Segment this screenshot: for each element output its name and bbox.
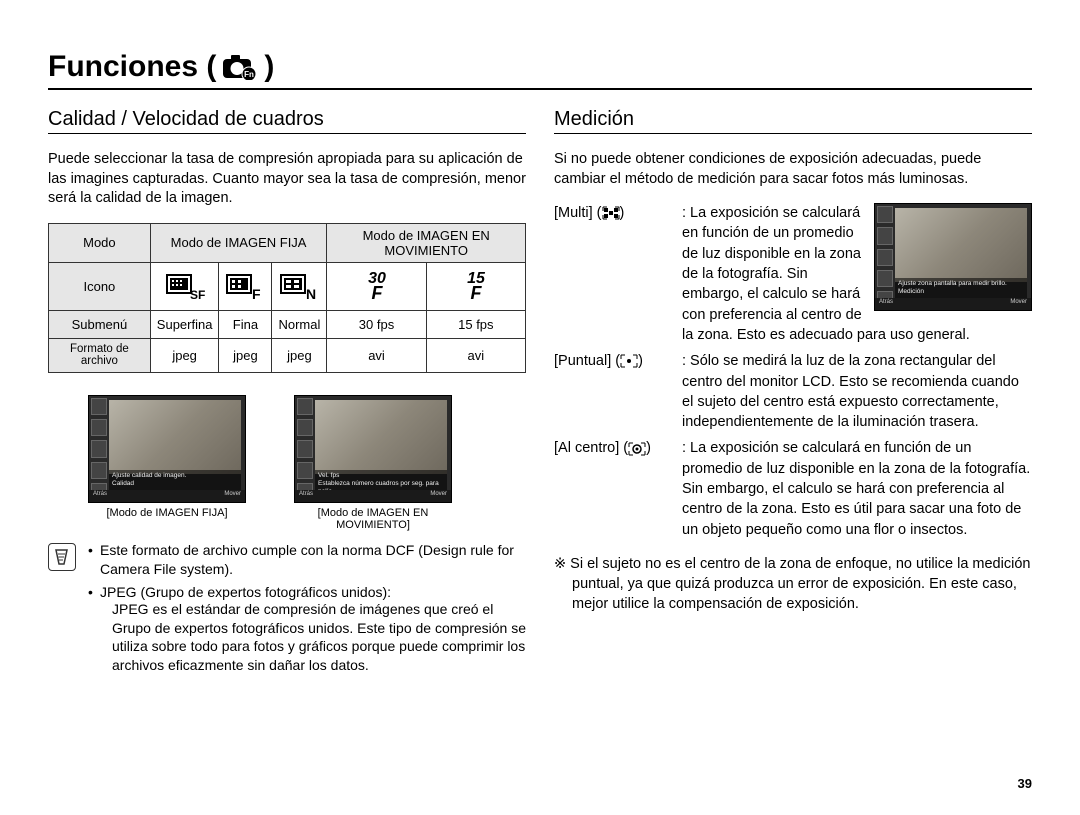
right-divider xyxy=(554,133,1032,134)
metering-thumb: Ajuste zona pantalla para medir brillo. … xyxy=(874,203,1032,311)
multi-label: [Multi] xyxy=(554,203,593,223)
right-subtitle: Medición xyxy=(554,108,1032,131)
spot-label: [Puntual] xyxy=(554,351,611,371)
multi-desc1: : La exposición se calculará en función … xyxy=(682,203,864,325)
thumb2-caption: [Modo de IMAGEN EN MOVIMIENTO] xyxy=(294,507,452,531)
cell-normal: Normal xyxy=(272,310,327,338)
icon-15fps: 15F xyxy=(426,262,525,310)
title-text: Funciones ( xyxy=(48,50,216,84)
thumb-movie: Vel. fps Establezca número cuadros por s… xyxy=(294,395,452,531)
cell-ff-0: jpeg xyxy=(150,338,219,372)
thumb1-hint2: Calidad xyxy=(112,480,238,488)
thumb1-move: Mover xyxy=(224,491,241,501)
multi-metering-icon: () xyxy=(597,203,625,223)
left-subtitle: Calidad / Velocidad de cuadros xyxy=(48,108,526,131)
title-divider xyxy=(48,88,1032,90)
cell-15fps: 15 fps xyxy=(426,310,525,338)
center-desc: : La exposición se calculará en función … xyxy=(682,438,1032,539)
left-intro: Puede seleccionar la tasa de compresión … xyxy=(48,150,526,209)
met-thumb-move: Mover xyxy=(1010,299,1027,309)
right-intro: Si no puede obtener condiciones de expos… xyxy=(554,150,1032,189)
met-thumb-hint1: Ajuste zona pantalla para medir brillo. xyxy=(898,280,1024,288)
left-divider xyxy=(48,133,526,134)
th-fileformat: Formato de archivo xyxy=(49,338,151,372)
note-list: Este formato de archivo cumple con la no… xyxy=(88,541,526,679)
thumb2-move: Mover xyxy=(430,491,447,501)
svg-text:F: F xyxy=(252,286,261,301)
note-2-body: JPEG es el estándar de compresión de imá… xyxy=(100,600,526,676)
th-mode: Modo xyxy=(49,223,151,262)
left-column: Calidad / Velocidad de cuadros Puede sel… xyxy=(48,108,526,679)
thumb2-back: Atrás xyxy=(299,491,313,501)
icon-30fps: 30F xyxy=(327,262,426,310)
note-icon xyxy=(48,543,76,571)
note-1: Este formato de archivo cumple con la no… xyxy=(88,541,526,579)
th-icon: Icono xyxy=(49,262,151,310)
cell-ff-1: jpeg xyxy=(219,338,272,372)
svg-text:Fn: Fn xyxy=(244,70,254,79)
multi-desc2: la zona. Esto es adecuado para uso gener… xyxy=(682,325,1032,345)
th-still: Modo de IMAGEN FIJA xyxy=(150,223,327,262)
spot-desc: : Sólo se medirá la luz de la zona recta… xyxy=(682,351,1032,432)
center-label: [Al centro] xyxy=(554,438,619,458)
svg-text:N: N xyxy=(306,286,316,301)
th-movie: Modo de IMAGEN EN MOVIMIENTO xyxy=(327,223,526,262)
thumb1-caption: [Modo de IMAGEN FIJA] xyxy=(88,507,246,519)
svg-text:F: F xyxy=(470,283,482,303)
thumb2-hint1: Vel. fps xyxy=(318,472,444,480)
camera-fn-icon: Fn xyxy=(222,54,258,80)
th-submenu: Submenú xyxy=(49,310,151,338)
spot-metering-icon: () xyxy=(615,351,643,371)
svg-text:F: F xyxy=(371,283,383,303)
cell-ff-4: avi xyxy=(426,338,525,372)
right-column: Medición Si no puede obtener condiciones… xyxy=(554,108,1032,679)
thumb1-hint1: Ajuste calidad de imagen. xyxy=(112,472,238,480)
cell-ff-3: avi xyxy=(327,338,426,372)
cell-ff-2: jpeg xyxy=(272,338,327,372)
quality-table: Modo Modo de IMAGEN FIJA Modo de IMAGEN … xyxy=(48,223,526,373)
met-thumb-back: Atrás xyxy=(879,299,893,309)
cell-superfina: Superfina xyxy=(150,310,219,338)
page-title: Funciones ( Fn ) xyxy=(48,50,1032,84)
thumb1-back: Atrás xyxy=(93,491,107,501)
page-number: 39 xyxy=(1018,776,1032,791)
icon-normal: N xyxy=(272,262,327,310)
center-metering-icon: () xyxy=(623,438,651,458)
met-thumb-hint2: Medición xyxy=(898,288,1024,296)
cell-30fps: 30 fps xyxy=(327,310,426,338)
thumb-still: Ajuste calidad de imagen. Calidad Atrás … xyxy=(88,395,246,531)
icon-fine: F xyxy=(219,262,272,310)
metering-note: ※ Si el sujeto no es el centro de la zon… xyxy=(554,554,1032,615)
cell-fina: Fina xyxy=(219,310,272,338)
note-2-head: JPEG (Grupo de expertos fotográficos uni… xyxy=(100,584,391,600)
svg-text:SF: SF xyxy=(190,288,205,301)
title-close: ) xyxy=(264,50,274,84)
icon-superfine: SF xyxy=(150,262,219,310)
